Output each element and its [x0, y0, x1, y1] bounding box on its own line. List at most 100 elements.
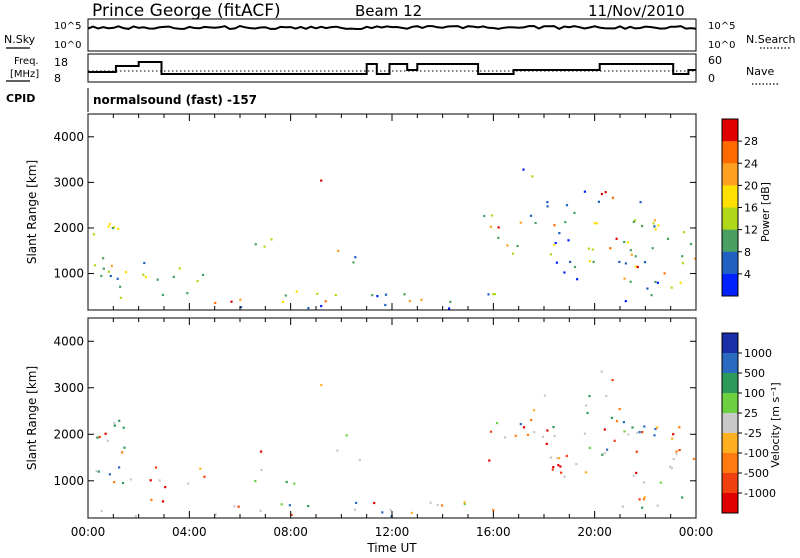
echo-point — [631, 426, 634, 429]
velocity-ylabel: Slant Range [km] — [25, 366, 39, 470]
echo-point — [635, 471, 638, 474]
echo-point — [355, 501, 358, 504]
echo-point — [615, 420, 619, 423]
echo-point — [573, 211, 576, 214]
echo-point — [503, 436, 507, 439]
echo-point — [463, 502, 466, 506]
echo-point — [119, 296, 122, 299]
echo-point — [636, 265, 639, 269]
echo-point — [567, 239, 570, 242]
y-tick-label: 3000 — [53, 381, 84, 395]
echo-point — [239, 298, 242, 301]
echo-point — [516, 244, 519, 248]
echo-point — [164, 486, 167, 489]
x-tick-label: 04:00 — [172, 525, 207, 539]
echo-point — [161, 500, 165, 503]
echo-point — [371, 294, 374, 297]
echo-point — [410, 511, 413, 514]
echo-point — [622, 421, 625, 424]
colorbar-tick-label: 12 — [744, 224, 758, 237]
echo-point — [284, 294, 287, 297]
power-scatter — [92, 168, 697, 310]
echo-point — [124, 271, 127, 274]
x-tick-label: 08:00 — [273, 525, 308, 539]
echo-point — [641, 431, 644, 434]
echo-point — [186, 292, 189, 295]
echo-point — [546, 205, 549, 208]
echo-point — [492, 293, 495, 296]
echo-point — [555, 261, 558, 264]
echo-point — [118, 419, 121, 422]
echo-point — [199, 467, 202, 470]
echo-point — [643, 261, 647, 264]
colorbar-segment — [722, 273, 738, 297]
echo-point — [154, 466, 158, 469]
echo-point — [653, 219, 656, 222]
echo-point — [573, 265, 577, 269]
colorbar-tick-label: 24 — [744, 157, 758, 170]
echo-point — [653, 225, 656, 228]
nsearch-tick-low: 10^0 — [708, 40, 735, 51]
echo-point — [97, 470, 100, 473]
velocity-panel-frame — [87, 317, 697, 519]
freq-tick-high: 18 — [54, 56, 68, 69]
echo-point — [636, 431, 639, 434]
echo-point — [307, 307, 310, 310]
x-axis-label: Time UT — [366, 541, 417, 554]
echo-point — [611, 379, 614, 382]
echo-point — [449, 300, 452, 303]
y-tick-label: 2000 — [53, 427, 84, 441]
echo-point — [260, 468, 263, 472]
echo-point — [575, 463, 578, 466]
echo-point — [678, 426, 681, 429]
echo-point — [615, 237, 618, 240]
nsky-panel — [87, 18, 697, 52]
echo-point — [549, 456, 552, 459]
echo-point — [669, 465, 672, 468]
echo-point — [656, 504, 659, 507]
beam-label: Beam 12 — [355, 2, 422, 20]
echo-point — [588, 446, 591, 449]
power-colorbar-label: Power [dB] — [759, 182, 772, 242]
colorbar-tick-label: -25 — [744, 427, 762, 440]
echo-point — [634, 265, 638, 268]
power-colorbar: 28 24 20 16 12 8 4 — [721, 118, 758, 297]
echo-point — [113, 481, 116, 484]
echo-point — [511, 252, 515, 255]
echo-point — [118, 466, 121, 469]
colorbar-tick-label: 4 — [744, 268, 751, 281]
echo-point — [290, 513, 293, 516]
echo-point — [526, 433, 529, 436]
echo-point — [107, 270, 110, 273]
echo-point — [603, 428, 606, 431]
nsearch-tick-high: 10^5 — [708, 21, 735, 32]
echo-point — [623, 240, 626, 244]
x-tick-label: 00:00 — [679, 525, 714, 539]
echo-point — [692, 457, 696, 460]
echo-point — [436, 503, 439, 507]
echo-point — [270, 238, 273, 241]
echo-point — [533, 431, 536, 434]
echo-point — [334, 294, 337, 297]
echo-point — [601, 453, 604, 456]
echo-point — [621, 505, 624, 508]
colorbar-segment — [722, 453, 738, 474]
echo-point — [551, 468, 554, 471]
colorbar-tick-label: 100 — [744, 387, 765, 400]
echo-point — [489, 225, 493, 228]
nsky-trace — [87, 24, 697, 31]
echo-point — [624, 262, 627, 265]
echo-point — [553, 224, 556, 227]
echo-point — [96, 436, 99, 439]
x-tick-label: 12:00 — [375, 525, 410, 539]
echo-point — [639, 201, 642, 204]
echo-point — [585, 404, 588, 407]
echo-point — [201, 273, 205, 276]
colorbar-tick-label: 28 — [744, 135, 758, 148]
echo-point — [113, 422, 116, 425]
echo-point — [123, 446, 126, 449]
colorbar-segment — [722, 353, 738, 374]
echo-point — [600, 192, 603, 196]
echo-point — [558, 232, 561, 235]
echo-point — [116, 277, 119, 280]
